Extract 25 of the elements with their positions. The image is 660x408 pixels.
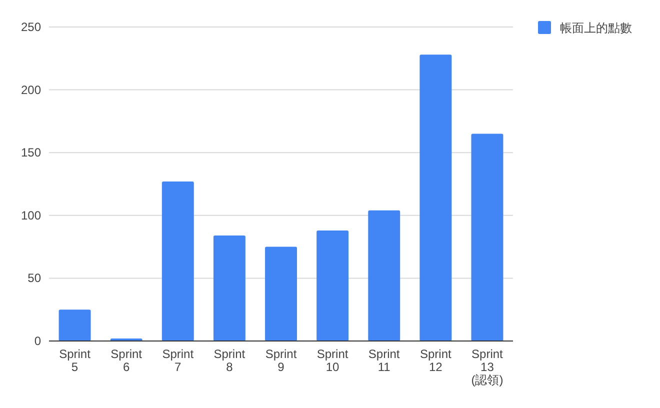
bar — [162, 181, 194, 341]
bar — [58, 310, 91, 341]
y-tick-label: 250 — [20, 20, 42, 34]
x-tick-label: Sprint 6 — [110, 347, 143, 374]
x-tick-label: Sprint 11 — [368, 347, 400, 374]
bar — [368, 210, 400, 341]
y-tick-label: 100 — [20, 208, 42, 222]
bar — [420, 54, 452, 341]
legend: 帳面上的點數 — [538, 21, 632, 35]
x-tick-label: Sprint 5 — [59, 347, 92, 374]
y-tick-label: 0 — [34, 334, 42, 348]
x-tick-label: Sprint 13 (認領) — [471, 347, 504, 387]
y-tick-label: 150 — [20, 146, 42, 160]
x-tick-label: Sprint 10 — [316, 347, 349, 374]
bar — [265, 246, 297, 341]
y-tick-label: 200 — [20, 82, 42, 97]
bar — [213, 235, 246, 341]
y-tick-label: 50 — [28, 271, 42, 286]
x-tick-label: Sprint 9 — [265, 347, 298, 374]
bar — [471, 134, 504, 341]
x-tick-label: Sprint 7 — [162, 347, 194, 374]
legend-label: 帳面上的點數 — [560, 21, 632, 35]
bar — [316, 230, 349, 341]
x-tick-label: Sprint 12 — [420, 347, 452, 374]
x-tick-label: Sprint 8 — [214, 347, 246, 374]
